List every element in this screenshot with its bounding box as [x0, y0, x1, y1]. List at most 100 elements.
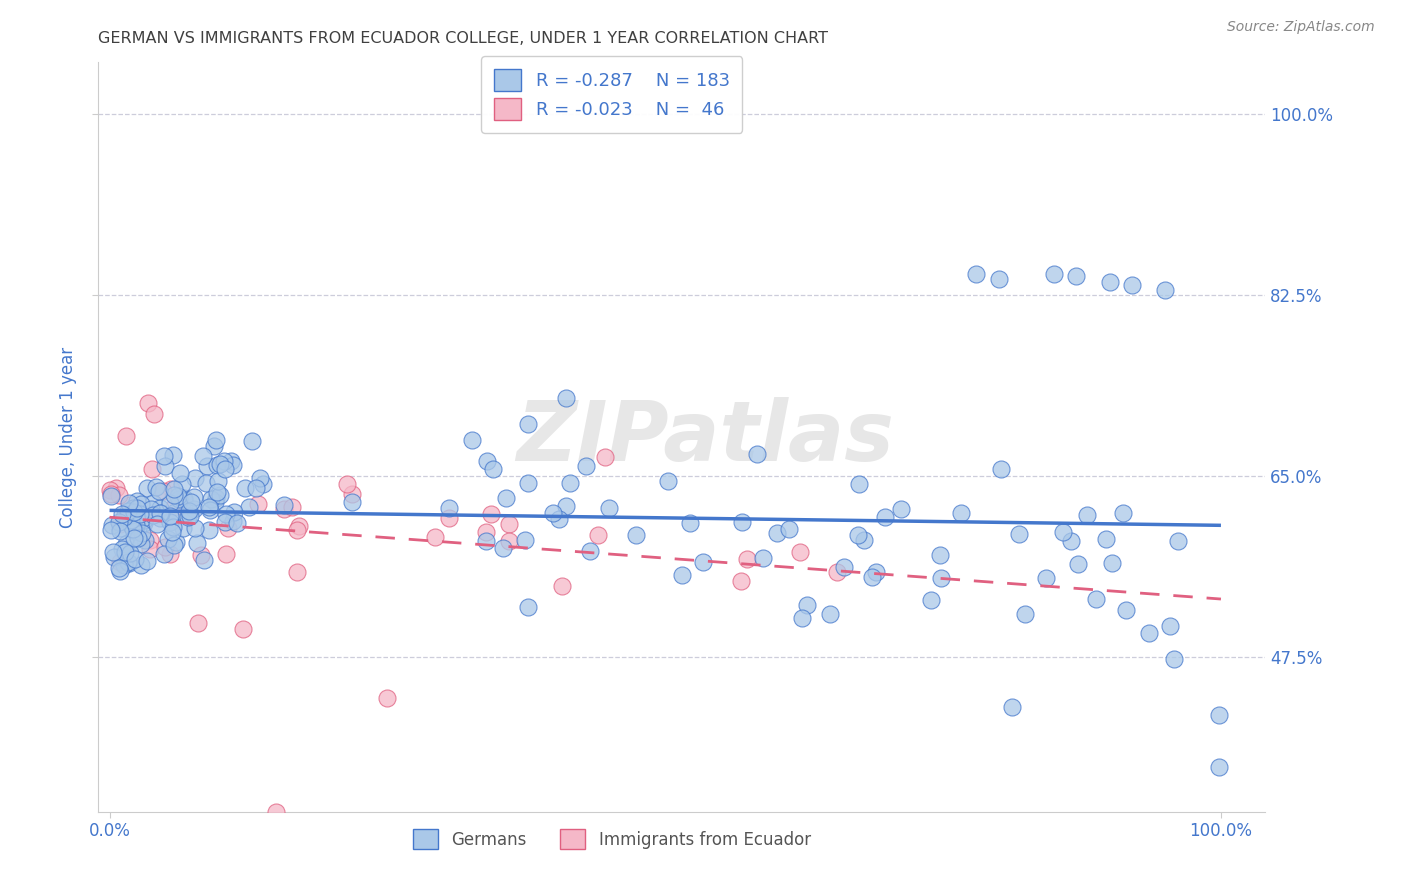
Point: [890, 501, 912, 516]
Point: [101, 544, 124, 558]
Legend: Germans, Immigrants from Ecuador: Germans, Immigrants from Ecuador: [406, 822, 817, 855]
Point: [1007, 527, 1029, 541]
Point: [1159, 619, 1181, 633]
Point: [215, 507, 238, 521]
Y-axis label: College, Under 1 year: College, Under 1 year: [59, 346, 77, 528]
Point: [190, 548, 212, 562]
Point: [340, 494, 363, 508]
Point: [118, 496, 141, 510]
Point: [124, 524, 146, 538]
Point: [1001, 700, 1024, 714]
Point: [226, 516, 249, 530]
Point: [214, 462, 236, 476]
Point: [111, 541, 134, 556]
Point: [111, 507, 134, 521]
Point: [747, 447, 769, 461]
Point: [598, 500, 620, 515]
Point: [139, 541, 162, 556]
Point: [159, 508, 181, 523]
Point: [495, 491, 517, 506]
Point: [127, 531, 149, 545]
Point: [108, 565, 131, 579]
Point: [790, 611, 813, 625]
Point: [205, 458, 228, 473]
Point: [498, 534, 520, 549]
Point: [789, 545, 811, 559]
Text: ZIPatlas: ZIPatlas: [516, 397, 894, 477]
Point: [1095, 532, 1118, 546]
Point: [517, 417, 540, 432]
Point: [200, 492, 222, 507]
Point: [965, 268, 987, 282]
Text: GERMAN VS IMMIGRANTS FROM ECUADOR COLLEGE, UNDER 1 YEAR CORRELATION CHART: GERMAN VS IMMIGRANTS FROM ECUADOR COLLEG…: [98, 31, 828, 46]
Point: [593, 450, 616, 464]
Point: [1112, 506, 1135, 520]
Point: [990, 462, 1012, 476]
Point: [132, 511, 155, 525]
Point: [249, 471, 271, 485]
Point: [141, 462, 163, 476]
Point: [929, 571, 952, 585]
Point: [264, 805, 287, 819]
Point: [165, 535, 187, 549]
Point: [184, 521, 207, 535]
Point: [115, 536, 138, 550]
Point: [114, 429, 136, 443]
Point: [108, 524, 131, 538]
Point: [287, 518, 309, 533]
Point: [208, 487, 231, 501]
Point: [143, 407, 166, 421]
Point: [586, 528, 609, 542]
Point: [167, 489, 190, 503]
Point: [159, 482, 181, 496]
Point: [240, 434, 263, 448]
Point: [198, 523, 221, 537]
Point: [193, 553, 215, 567]
Point: [191, 449, 214, 463]
Point: [1101, 556, 1123, 570]
Point: [162, 519, 184, 533]
Point: [425, 530, 447, 544]
Point: [180, 495, 202, 509]
Point: [548, 512, 571, 526]
Point: [131, 537, 153, 551]
Point: [848, 477, 870, 491]
Point: [778, 522, 800, 536]
Point: [134, 533, 156, 547]
Point: [865, 565, 887, 579]
Point: [1208, 708, 1230, 723]
Point: [214, 515, 236, 529]
Point: [108, 521, 131, 535]
Point: [112, 510, 135, 524]
Point: [1115, 603, 1137, 617]
Point: [138, 396, 160, 410]
Point: [163, 505, 186, 519]
Point: [200, 503, 222, 517]
Point: [873, 510, 896, 524]
Point: [177, 504, 200, 518]
Point: [120, 546, 142, 560]
Point: [949, 506, 972, 520]
Point: [195, 475, 218, 490]
Point: [153, 449, 176, 463]
Point: [735, 552, 758, 566]
Point: [517, 599, 540, 614]
Point: [222, 458, 245, 472]
Point: [163, 538, 186, 552]
Point: [148, 506, 170, 520]
Point: [100, 518, 122, 533]
Point: [205, 433, 228, 447]
Point: [187, 615, 209, 630]
Text: Source: ZipAtlas.com: Source: ZipAtlas.com: [1227, 20, 1375, 34]
Point: [238, 500, 260, 514]
Point: [160, 525, 183, 540]
Point: [127, 493, 149, 508]
Point: [852, 533, 875, 548]
Point: [1043, 268, 1066, 282]
Point: [474, 533, 496, 548]
Point: [475, 525, 498, 540]
Point: [207, 475, 229, 489]
Point: [222, 505, 245, 519]
Point: [1208, 760, 1230, 774]
Point: [848, 528, 870, 542]
